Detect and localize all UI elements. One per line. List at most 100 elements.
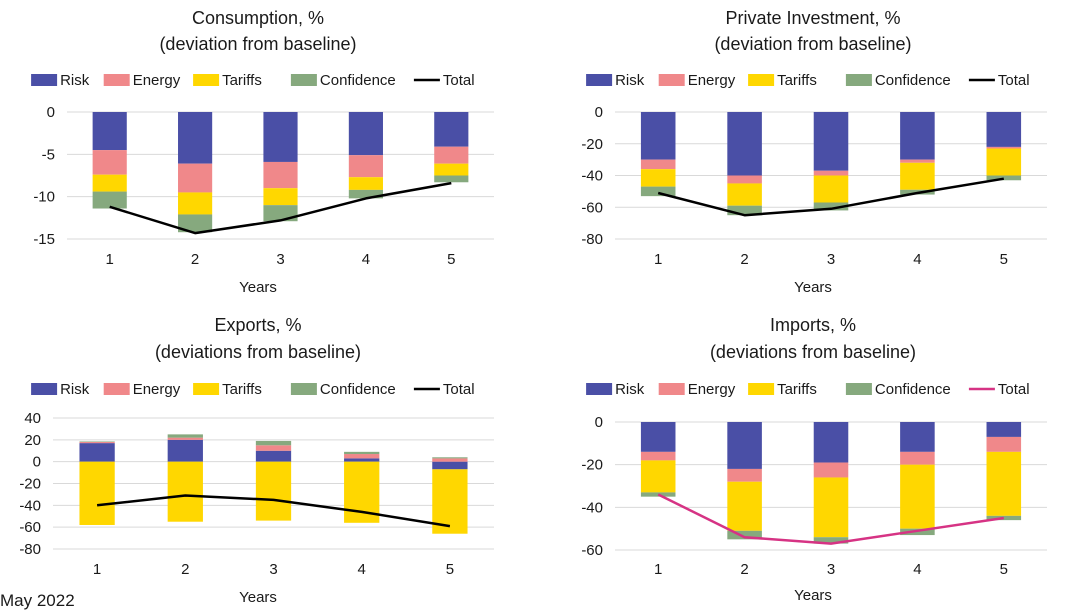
x-tick-label: 4 bbox=[362, 251, 370, 268]
x-tick-label: 2 bbox=[740, 561, 748, 578]
bar-energy bbox=[813, 462, 849, 478]
chart-subtitle: (deviations from baseline) bbox=[710, 342, 916, 362]
bar-confidence bbox=[263, 205, 298, 222]
total-line bbox=[657, 493, 1004, 545]
y-tick-label: 0 bbox=[33, 454, 41, 471]
bar-tariffs bbox=[348, 177, 383, 190]
bar-risk bbox=[79, 443, 115, 462]
legend-label-total: Total bbox=[443, 381, 475, 398]
bar-confidence bbox=[813, 202, 849, 211]
legend-label-energy: Energy bbox=[133, 72, 181, 89]
legend-label-total: Total bbox=[443, 72, 475, 89]
legend: Risk Energy Tariffs Confidence Total bbox=[31, 381, 475, 398]
total-line bbox=[657, 177, 1005, 217]
bar-tariffs bbox=[79, 461, 115, 525]
legend-swatch-tariffs bbox=[193, 383, 220, 395]
x-tick-label: 1 bbox=[106, 251, 114, 268]
bar-risk bbox=[727, 422, 762, 469]
bar-confidence bbox=[727, 530, 762, 540]
y-tick-label: -60 bbox=[581, 542, 603, 559]
footnote-date: May 2022 bbox=[0, 591, 75, 610]
legend-label-risk: Risk bbox=[60, 381, 90, 398]
legend-swatch-confidence bbox=[290, 383, 317, 395]
chart-panel-2: Private Investment, % (deviation from bas… bbox=[581, 8, 1047, 296]
legend-label-tariffs: Tariffs bbox=[777, 381, 817, 398]
legend-swatch-risk bbox=[586, 383, 613, 395]
x-tick-label: 3 bbox=[276, 251, 284, 268]
bar-confidence bbox=[432, 457, 468, 459]
bar-energy bbox=[986, 146, 1022, 149]
x-axis-label: Years bbox=[794, 587, 832, 604]
legend-swatch-risk bbox=[31, 74, 58, 86]
bar-tariffs bbox=[813, 175, 849, 203]
legend: Risk Energy Tariffs Confidence Total bbox=[586, 381, 1030, 398]
bar-tariffs bbox=[640, 460, 676, 493]
legend-swatch-risk bbox=[31, 383, 58, 395]
legend-label-risk: Risk bbox=[60, 72, 90, 89]
x-tick-label: 5 bbox=[1000, 561, 1008, 578]
x-axis-label: Years bbox=[239, 589, 277, 606]
legend-label-risk: Risk bbox=[615, 381, 645, 398]
x-tick-label: 1 bbox=[654, 561, 662, 578]
y-tick-label: 0 bbox=[595, 414, 603, 431]
y-tick-label: -80 bbox=[581, 231, 603, 248]
bar-confidence bbox=[986, 515, 1022, 521]
x-tick-label: 5 bbox=[446, 561, 454, 578]
chart-panel-4: Imports, % (deviations from baseline) Risk… bbox=[581, 315, 1047, 604]
bar-tariffs bbox=[167, 461, 203, 522]
bar-energy bbox=[348, 155, 383, 178]
bar-energy bbox=[640, 451, 676, 461]
bar-tariffs bbox=[986, 451, 1022, 516]
bar-energy bbox=[178, 163, 213, 193]
bar-energy bbox=[900, 159, 935, 163]
x-tick-label: 4 bbox=[913, 251, 921, 268]
legend-label-energy: Energy bbox=[688, 72, 736, 89]
y-tick-label: -20 bbox=[581, 136, 603, 153]
bar-risk bbox=[178, 112, 213, 164]
bar-confidence bbox=[348, 189, 383, 199]
y-tick-label: -15 bbox=[33, 231, 55, 248]
bar-risk bbox=[167, 439, 203, 462]
y-tick-label: -60 bbox=[19, 519, 41, 536]
legend-swatch-energy bbox=[658, 383, 685, 395]
chart-title: Private Investment, % bbox=[725, 8, 900, 28]
legend-label-energy: Energy bbox=[688, 381, 736, 398]
y-tick-label: -5 bbox=[42, 146, 55, 163]
legend-swatch-energy bbox=[658, 74, 685, 86]
bar-risk bbox=[432, 461, 468, 470]
legend-swatch-confidence bbox=[845, 74, 872, 86]
x-axis-label: Years bbox=[794, 279, 832, 296]
bar-energy bbox=[813, 170, 849, 176]
bar-tariffs bbox=[900, 464, 935, 529]
x-tick-label: 5 bbox=[447, 251, 455, 268]
chart-subtitle: (deviation from baseline) bbox=[714, 34, 911, 54]
bar-risk bbox=[344, 458, 380, 462]
bar-energy bbox=[986, 436, 1022, 452]
chart-subtitle: (deviation from baseline) bbox=[159, 34, 356, 54]
y-tick-label: -40 bbox=[581, 499, 603, 516]
bar-tariffs bbox=[727, 183, 762, 206]
bar-energy bbox=[900, 451, 935, 465]
bar-confidence bbox=[344, 451, 380, 455]
legend-label-confidence: Confidence bbox=[320, 72, 396, 89]
x-tick-label: 1 bbox=[93, 561, 101, 578]
bar-tariffs bbox=[640, 169, 676, 187]
legend-swatch-confidence bbox=[845, 383, 872, 395]
bar-energy bbox=[255, 445, 292, 451]
bar-tariffs bbox=[900, 162, 935, 190]
bar-energy bbox=[434, 146, 469, 164]
bar-risk bbox=[986, 422, 1022, 437]
bar-confidence bbox=[640, 186, 676, 197]
y-tick-label: -40 bbox=[19, 497, 41, 514]
y-tick-label: -10 bbox=[33, 189, 55, 206]
x-tick-label: 3 bbox=[269, 561, 277, 578]
legend: Risk Energy Tariffs Confidence Total bbox=[586, 72, 1030, 89]
y-tick-label: -20 bbox=[19, 476, 41, 493]
x-tick-label: 3 bbox=[827, 251, 835, 268]
x-tick-label: 2 bbox=[191, 251, 199, 268]
legend-swatch-energy bbox=[103, 74, 130, 86]
legend-label-confidence: Confidence bbox=[875, 381, 951, 398]
legend-label-tariffs: Tariffs bbox=[222, 381, 262, 398]
y-tick-label: -60 bbox=[581, 199, 603, 216]
